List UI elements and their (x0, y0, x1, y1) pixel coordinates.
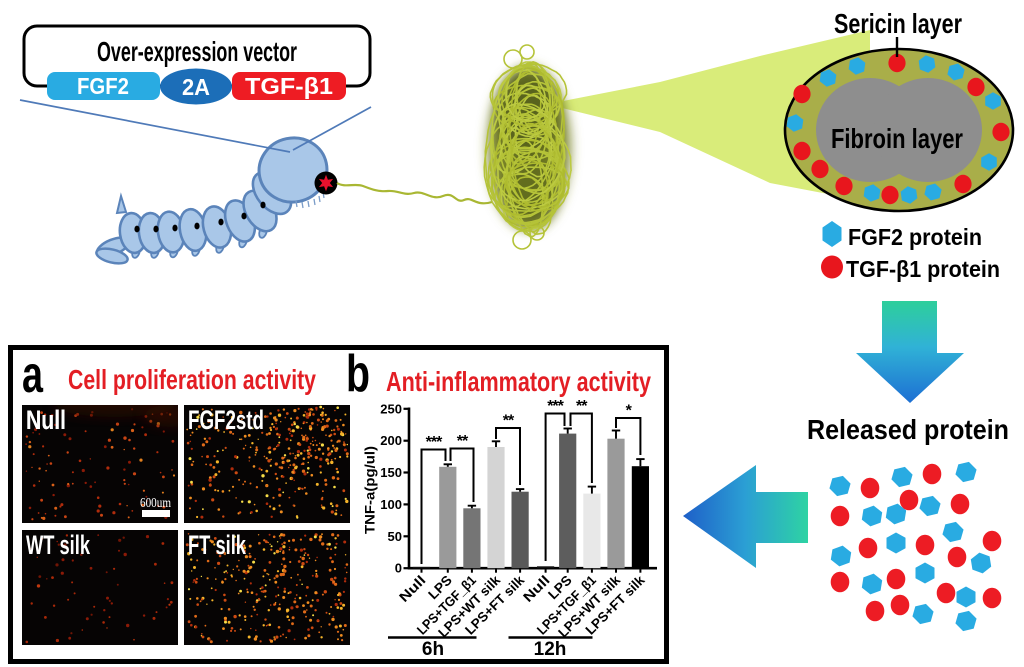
svg-text:12h: 12h (534, 639, 567, 660)
svg-text:WT silk: WT silk (26, 530, 91, 560)
svg-text:a: a (22, 346, 44, 404)
svg-text:**: ** (503, 413, 515, 430)
svg-text:600um: 600um (140, 496, 171, 511)
svg-text:FGF2 protein: FGF2 protein (848, 224, 982, 250)
svg-text:0: 0 (395, 561, 402, 576)
svg-text:Cell proliferation activity: Cell proliferation activity (68, 364, 316, 395)
svg-text:***: *** (547, 398, 564, 415)
svg-text:Null: Null (26, 405, 66, 435)
svg-text:TGF-β1: TGF-β1 (245, 73, 333, 99)
svg-text:*: * (626, 403, 633, 420)
svg-text:Anti-inflammatory activity: Anti-inflammatory activity (386, 366, 651, 397)
svg-text:FGF2: FGF2 (77, 73, 129, 99)
svg-text:FGF2std: FGF2std (188, 405, 264, 435)
svg-text:Fibroin layer: Fibroin layer (831, 123, 963, 154)
svg-text:TGF-β1 protein: TGF-β1 protein (846, 256, 1000, 282)
svg-text:50: 50 (388, 529, 402, 544)
svg-text:**: ** (457, 433, 469, 450)
svg-text:Over-expression vector: Over-expression vector (97, 36, 297, 67)
svg-text:Null: Null (26, 405, 66, 435)
svg-text:TNF-a(pg/ul): TNF-a(pg/ul) (362, 446, 378, 534)
svg-text:Released protein: Released protein (807, 414, 1009, 445)
svg-text:**: ** (576, 398, 588, 415)
svg-text:250: 250 (380, 401, 402, 416)
svg-text:***: *** (426, 434, 443, 451)
svg-text:FT silk: FT silk (188, 530, 247, 560)
svg-text:b: b (346, 345, 370, 403)
svg-text:150: 150 (380, 465, 402, 480)
svg-text:Sericin layer: Sericin layer (834, 8, 962, 39)
svg-text:2A: 2A (182, 74, 210, 100)
svg-text:100: 100 (380, 497, 402, 512)
svg-text:6h: 6h (422, 639, 444, 660)
svg-text:200: 200 (380, 433, 402, 448)
